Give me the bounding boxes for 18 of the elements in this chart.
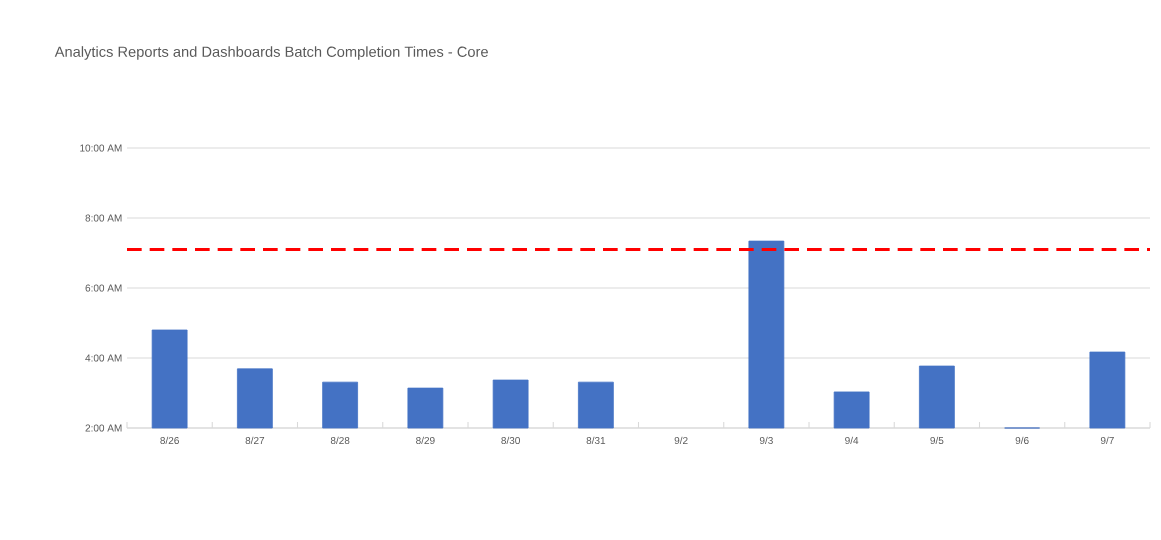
x-tick-label: 8/30	[501, 436, 520, 445]
y-tick-label: 2:00 AM	[85, 424, 122, 432]
x-tick-label: 8/27	[245, 436, 265, 445]
x-tick-label: 9/4	[845, 436, 859, 445]
x-tick-label: 8/29	[416, 436, 435, 445]
x-tick-label: 8/26	[160, 436, 179, 445]
x-tick-label: 8/31	[586, 436, 606, 445]
x-tick-label: 9/3	[759, 436, 773, 445]
x-tick-label: 9/5	[930, 436, 944, 445]
x-tick-label: 9/7	[1100, 436, 1114, 445]
chart-title: Analytics Reports and Dashboards Batch Completion Times - Core	[54, 46, 488, 60]
y-tick-label: 6:00 AM	[85, 284, 122, 292]
x-tick-label: 8/28	[330, 436, 350, 445]
x-tick-label: 9/6	[1015, 436, 1029, 445]
x-tick-label: 9/2	[674, 436, 688, 445]
y-tick-label: 4:00 AM	[85, 354, 122, 362]
y-tick-label: 8:00 AM	[85, 214, 122, 222]
y-tick-label: 10:00 AM	[80, 144, 122, 152]
